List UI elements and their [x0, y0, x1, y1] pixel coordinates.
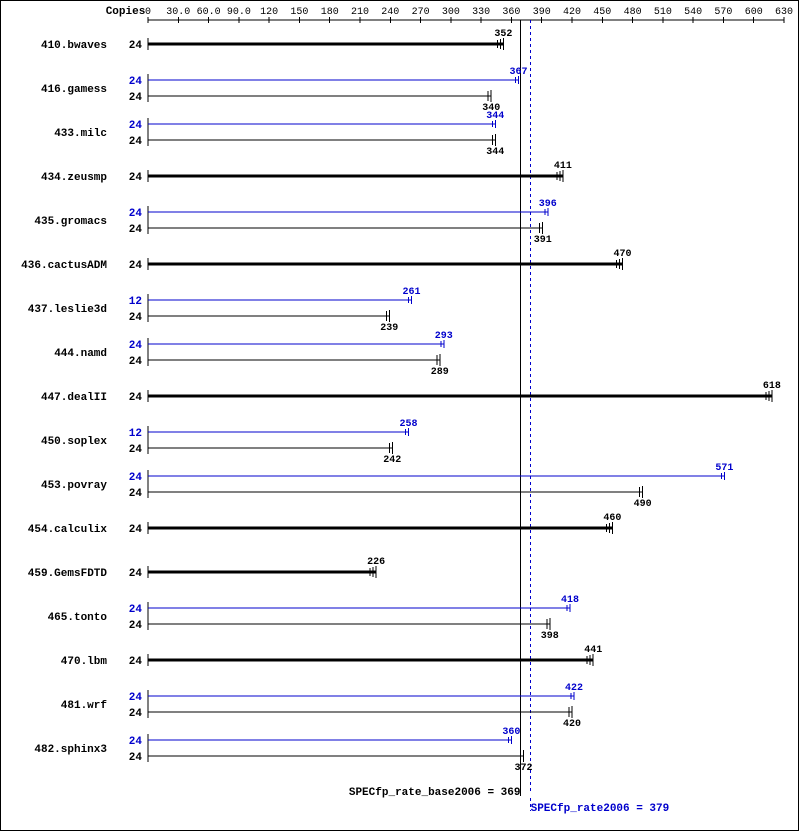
- axis-tick-label: 270: [412, 7, 430, 18]
- base-value-label: 490: [634, 499, 652, 510]
- base-value-label: 239: [380, 323, 398, 334]
- benchmark-label: 470.lbm: [61, 656, 108, 668]
- benchmark-label: 465.tonto: [48, 612, 108, 624]
- base-value-label: 391: [534, 235, 552, 246]
- peak-value-label: 261: [402, 287, 420, 298]
- peak-copies: 24: [129, 736, 143, 748]
- axis-tick-label: 0: [145, 7, 151, 18]
- peak-copies: 24: [129, 120, 143, 132]
- base-value-label: 411: [554, 161, 572, 172]
- benchmark-label: 410.bwaves: [41, 40, 107, 52]
- base-copies: 24: [129, 172, 143, 184]
- base-value-label: 372: [515, 763, 533, 774]
- benchmark-label: 459.GemsFDTD: [28, 568, 108, 580]
- peak-value-label: 422: [565, 683, 583, 694]
- base-copies: 24: [129, 524, 143, 536]
- axis-tick-label: 210: [351, 7, 369, 18]
- base-copies: 24: [129, 488, 143, 500]
- peak-value-label: 360: [502, 727, 520, 738]
- base-copies: 24: [129, 224, 143, 236]
- peak-value-label: 396: [539, 199, 557, 210]
- benchmark-label: 481.wrf: [61, 700, 108, 712]
- benchmark-label: 435.gromacs: [34, 216, 107, 228]
- peak-copies: 24: [129, 76, 143, 88]
- axis-tick-label: 390: [533, 7, 551, 18]
- axis-tick-label: 240: [381, 7, 399, 18]
- axis-tick-label: 570: [714, 7, 732, 18]
- benchmark-label: 450.soplex: [41, 436, 107, 448]
- base-copies: 24: [129, 260, 143, 272]
- axis-tick-label: 330: [472, 7, 490, 18]
- base-value-label: 352: [494, 29, 512, 40]
- benchmark-label: 433.milc: [54, 128, 107, 140]
- axis-tick-label: 600: [745, 7, 763, 18]
- axis-tick-label: 510: [654, 7, 672, 18]
- base-value-label: 618: [763, 381, 781, 392]
- base-copies: 24: [129, 444, 143, 456]
- benchmark-label: 434.zeusmp: [41, 172, 107, 184]
- peak-copies: 24: [129, 604, 143, 616]
- copies-header: Copies: [106, 6, 146, 18]
- axis-tick-label: 90.0: [227, 7, 251, 18]
- peak-copies: 24: [129, 340, 143, 352]
- axis-tick-label: 360: [502, 7, 520, 18]
- base-value-label: 242: [383, 455, 401, 466]
- base-copies: 24: [129, 356, 143, 368]
- benchmark-label: 437.leslie3d: [28, 304, 107, 316]
- peak-value-label: 258: [399, 419, 417, 430]
- base-value-label: 398: [541, 631, 559, 642]
- base-copies: 24: [129, 392, 143, 404]
- base-value-label: 420: [563, 719, 581, 730]
- peak-value-label: 418: [561, 595, 579, 606]
- base-value-label: 289: [431, 367, 449, 378]
- axis-tick-label: 120: [260, 7, 278, 18]
- benchmark-label: 444.namd: [54, 348, 107, 360]
- base-copies: 24: [129, 620, 143, 632]
- base-copies: 24: [129, 568, 143, 580]
- peak-copies: 24: [129, 472, 143, 484]
- benchmark-label: 453.povray: [41, 480, 107, 492]
- axis-tick-label: 420: [563, 7, 581, 18]
- peak-value-label: 344: [486, 111, 504, 122]
- axis-tick-label: 540: [684, 7, 702, 18]
- axis-tick-label: 480: [624, 7, 642, 18]
- base-footer-label: SPECfp_rate_base2006 = 369: [349, 787, 521, 799]
- base-value-label: 470: [613, 249, 631, 260]
- base-value-label: 460: [603, 513, 621, 524]
- benchmark-label: 436.cactusADM: [21, 260, 107, 272]
- base-value-label: 441: [584, 645, 602, 656]
- axis-tick-label: 450: [593, 7, 611, 18]
- peak-copies: 24: [129, 208, 143, 220]
- benchmark-label: 416.gamess: [41, 84, 107, 96]
- base-copies: 24: [129, 136, 143, 148]
- peak-value-label: 293: [435, 331, 453, 342]
- base-copies: 24: [129, 92, 143, 104]
- axis-tick-label: 30.0: [166, 7, 190, 18]
- base-copies: 24: [129, 656, 143, 668]
- base-copies: 24: [129, 312, 143, 324]
- base-copies: 24: [129, 40, 143, 52]
- base-copies: 24: [129, 708, 143, 720]
- peak-copies: 24: [129, 692, 143, 704]
- axis-tick-label: 60.0: [197, 7, 221, 18]
- benchmark-label: 454.calculix: [28, 524, 108, 536]
- axis-tick-label: 300: [442, 7, 460, 18]
- peak-value-label: 571: [715, 463, 733, 474]
- peak-copies: 12: [129, 296, 142, 308]
- benchmark-label: 447.dealII: [41, 392, 107, 404]
- peak-copies: 12: [129, 428, 142, 440]
- axis-tick-label: 180: [321, 7, 339, 18]
- base-value-label: 226: [367, 557, 385, 568]
- axis-tick-label: 150: [290, 7, 308, 18]
- peak-footer-label: SPECfp_rate2006 = 379: [531, 803, 670, 815]
- base-copies: 24: [129, 752, 143, 764]
- axis-tick-label: 630: [775, 7, 793, 18]
- peak-value-label: 367: [509, 67, 527, 78]
- benchmark-label: 482.sphinx3: [34, 744, 107, 756]
- base-value-label: 344: [486, 147, 504, 158]
